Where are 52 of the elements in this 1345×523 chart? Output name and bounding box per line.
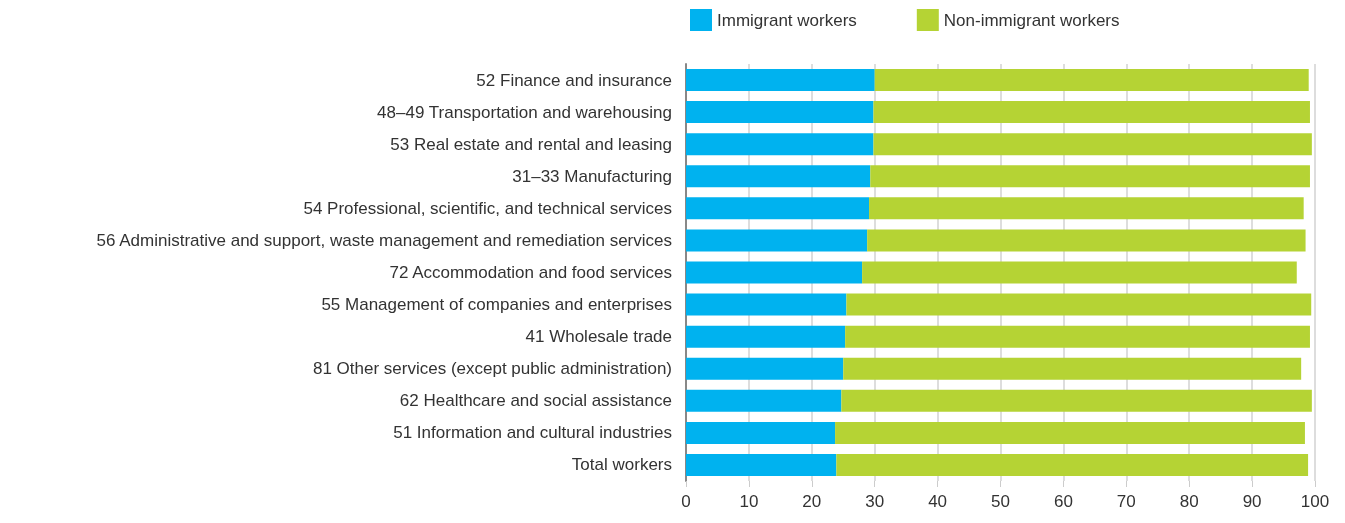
- x-tick-label: 80: [1179, 492, 1199, 511]
- x-tick-label: 0: [681, 492, 691, 511]
- y-tick-label: 48–49 Transportation and warehousing: [377, 102, 672, 122]
- bar: [686, 165, 871, 188]
- bar: [686, 261, 863, 284]
- bar: [686, 421, 836, 444]
- y-tick-label: 55 Management of companies and enterprises: [321, 295, 672, 315]
- bar: [686, 69, 875, 92]
- bar: [686, 389, 842, 412]
- bar: [845, 325, 1310, 348]
- bar: [867, 229, 1306, 252]
- y-tick-label: 41 Wholesale trade: [525, 327, 672, 347]
- legend-label: Non-immigrant workers: [943, 10, 1120, 30]
- y-tick-label: 62 Healthcare and social assistance: [399, 391, 672, 411]
- bar: [686, 325, 846, 348]
- bar: [686, 197, 870, 220]
- bar: [686, 357, 844, 380]
- x-tick-label: 70: [1116, 492, 1136, 511]
- bar: [869, 197, 1304, 220]
- x-tick-label: 40: [928, 492, 948, 511]
- bar: [874, 69, 1309, 92]
- y-tick-label: 56 Administrative and support, waste management and remediation services: [96, 230, 672, 250]
- x-tick-label: 90: [1242, 492, 1262, 511]
- legend-label: Immigrant workers: [717, 10, 857, 30]
- x-tick-label: 50: [991, 492, 1010, 511]
- y-tick-label: 54 Professional, scientific, and technical services: [303, 198, 672, 218]
- y-tick-label: 53 Real estate and rental and leasing: [390, 134, 672, 154]
- bar: [686, 293, 847, 316]
- x-tick-label: 30: [865, 492, 885, 511]
- bar: [870, 165, 1310, 188]
- bar: [843, 357, 1302, 380]
- x-tick-label: 60: [1053, 492, 1073, 511]
- bar: [873, 101, 1310, 124]
- y-tick-label: 72 Accommodation and food services: [389, 263, 672, 282]
- bar: [835, 421, 1305, 444]
- bar: [686, 229, 868, 252]
- y-tick-label: 52 Finance and insurance: [476, 70, 672, 90]
- bar: [836, 453, 1309, 476]
- x-tick-label: 10: [739, 492, 759, 511]
- bar: [686, 101, 874, 124]
- y-tick-label: 31–33 Manufacturing: [512, 166, 672, 186]
- bar: [862, 261, 1297, 284]
- bar: [841, 389, 1312, 412]
- y-tick-label: 51 Information and cultural industries: [393, 423, 672, 443]
- y-tick-label: 81 Other services (except public administration): [312, 359, 672, 379]
- bar: [846, 293, 1312, 316]
- bar: [873, 133, 1312, 156]
- bar: [686, 133, 874, 156]
- x-tick-label: 100: [1300, 492, 1330, 511]
- x-tick-label: 20: [802, 492, 822, 511]
- y-tick-label: Total workers: [571, 455, 672, 475]
- bar: [686, 453, 837, 476]
